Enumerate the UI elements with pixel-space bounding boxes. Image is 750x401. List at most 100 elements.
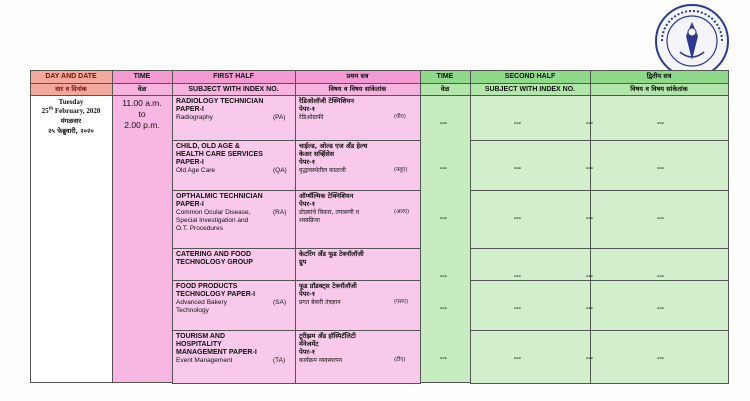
body-cell bbox=[172, 330, 296, 384]
subject-title-mr: केअर सर्व्हिसेस bbox=[299, 150, 335, 158]
subject-title: MANAGEMENT PAPER-I bbox=[176, 349, 257, 356]
empty-dash: --- bbox=[440, 273, 447, 280]
subject-title-mr: पेपर-१ bbox=[299, 105, 316, 113]
date-part: th bbox=[48, 106, 54, 112]
subject-title: CATERING AND FOOD bbox=[176, 251, 252, 258]
subject-name-mr: शस्त्रक्रिया bbox=[299, 217, 320, 224]
time-text: 2.00 p.m. bbox=[124, 120, 160, 130]
body-cell bbox=[470, 95, 591, 141]
empty-dash: --- bbox=[657, 273, 664, 280]
header-text: SUBJECT WITH INDEX NO. bbox=[484, 86, 576, 93]
subject-title: PAPER-I bbox=[176, 159, 204, 166]
subject-code-mr: (आरए) bbox=[394, 209, 410, 215]
subject-name-mr: प्रगत बेकरी तंत्रज्ञान bbox=[299, 299, 341, 306]
header-text: TIME bbox=[436, 73, 454, 80]
subject-title-mr: फूड प्रॉडक्ट्स टेक्नॉलॉजी bbox=[299, 282, 357, 290]
body-cell bbox=[172, 248, 296, 281]
empty-dash: --- bbox=[657, 355, 664, 362]
empty-dash: --- bbox=[657, 120, 664, 127]
body-cell bbox=[295, 248, 421, 281]
empty-dash: --- bbox=[586, 120, 593, 127]
body-cell bbox=[295, 190, 421, 249]
weekday-mr: मंगळवार bbox=[60, 117, 82, 125]
subject-title-mr: चाईल्ड, ओल्ड एज अँड हेल्थ bbox=[299, 142, 368, 150]
empty-dash: --- bbox=[657, 165, 664, 172]
date-mr: २५ फेब्रुवारी, २०२० bbox=[48, 127, 94, 135]
date-part: February, 2020 bbox=[53, 107, 101, 115]
subject-code: (QA) bbox=[273, 167, 287, 174]
subject-title-mr: मॅनेजमेंट bbox=[299, 340, 319, 348]
empty-dash: --- bbox=[657, 215, 664, 222]
subject-name: O.T. Procedures bbox=[176, 225, 223, 232]
subject-name: Radiography bbox=[176, 114, 213, 121]
body-cell bbox=[172, 140, 296, 191]
header-text: विषय व विषय सांकेतांक bbox=[630, 85, 688, 93]
empty-dash: --- bbox=[440, 355, 447, 362]
subject-name: Technology bbox=[176, 307, 209, 314]
weekday: Tuesday bbox=[58, 98, 84, 106]
time-text: to bbox=[138, 109, 146, 119]
time-text: 11.00 a.m. bbox=[122, 98, 162, 108]
body-cell bbox=[172, 280, 296, 331]
subject-name: Special Investigation and bbox=[176, 217, 249, 224]
subject-title: FOOD PRODUCTS bbox=[176, 283, 238, 290]
body-cell bbox=[172, 190, 296, 249]
body-cell bbox=[590, 140, 729, 191]
subject-title-mr: टूरीझम अँड हॉस्पिटॅलिटी bbox=[299, 332, 356, 340]
body-cell bbox=[590, 95, 729, 141]
subject-title: OPTHALMIC TECHNICIAN bbox=[176, 193, 263, 200]
subject-title: RADIOLOGY TECHNICIAN bbox=[176, 98, 264, 105]
empty-dash: --- bbox=[514, 215, 521, 222]
subject-name: Event Management bbox=[176, 357, 233, 364]
body-cell bbox=[470, 330, 591, 384]
empty-dash: --- bbox=[440, 215, 447, 222]
body-cell bbox=[590, 190, 729, 249]
empty-dash: --- bbox=[440, 305, 447, 312]
empty-dash: --- bbox=[586, 305, 593, 312]
empty-dash: --- bbox=[586, 273, 593, 280]
subject-title-mr: पेपर-१ bbox=[299, 158, 316, 166]
subject-code: (TA) bbox=[273, 357, 286, 364]
subject-name: Old Age Care bbox=[176, 167, 216, 174]
subject-code: (SA) bbox=[273, 299, 286, 306]
subject-code-mr: (एसए) bbox=[394, 299, 409, 305]
empty-dash: --- bbox=[440, 120, 447, 127]
date-cell bbox=[30, 95, 113, 383]
subject-code-mr: (टीए) bbox=[394, 357, 406, 363]
date-part: 25 bbox=[41, 107, 49, 115]
subject-name-mr: डोळ्यांचे विकार, तपासणी व bbox=[299, 209, 359, 216]
body-cell bbox=[470, 248, 591, 281]
subject-title: PAPER-I bbox=[176, 201, 204, 208]
body-cell bbox=[470, 280, 591, 331]
subject-title: HOSPITALITY bbox=[176, 341, 222, 348]
header-text: TIME bbox=[133, 73, 151, 80]
time-cell bbox=[420, 95, 471, 383]
empty-dash: --- bbox=[586, 165, 593, 172]
body-cell bbox=[470, 140, 591, 191]
subject-title: CHILD, OLD AGE & bbox=[176, 143, 240, 150]
subject-code-mr: (पीए) bbox=[394, 114, 406, 120]
header-text: वेळ bbox=[440, 85, 450, 93]
body-cell bbox=[295, 330, 421, 384]
header-text: वार व दिनांक bbox=[55, 85, 87, 93]
header-text: DAY AND DATE bbox=[45, 73, 97, 80]
empty-dash: --- bbox=[514, 305, 521, 312]
header-text: प्रथम सत्र bbox=[346, 72, 369, 80]
subject-title-mr: ऑप्थॅल्मिक टेक्निशियन bbox=[299, 192, 354, 200]
header-text: वेळ bbox=[137, 85, 147, 93]
empty-dash: --- bbox=[514, 355, 521, 362]
subject-name: Advanced Bakery bbox=[176, 299, 227, 306]
empty-dash: --- bbox=[514, 273, 521, 280]
header-text: FIRST HALF bbox=[213, 73, 254, 80]
header-text: विषय व विषय सांकेतांक bbox=[328, 85, 387, 93]
subject-title: TECHNOLOGY PAPER-I bbox=[176, 291, 256, 298]
subject-title: TOURISM AND bbox=[176, 333, 225, 340]
empty-dash: --- bbox=[440, 165, 447, 172]
subject-title-mr: केटरिंग अँड फूड टेक्नॉलॉजी bbox=[299, 250, 364, 258]
subject-title-mr: पेपर-१ bbox=[299, 200, 316, 208]
subject-name-mr: रेडिओग्राफी bbox=[299, 114, 324, 121]
header-text: द्वितीय सत्र bbox=[646, 72, 672, 80]
header-text: SECOND HALF bbox=[504, 73, 556, 80]
empty-dash: --- bbox=[657, 305, 664, 312]
